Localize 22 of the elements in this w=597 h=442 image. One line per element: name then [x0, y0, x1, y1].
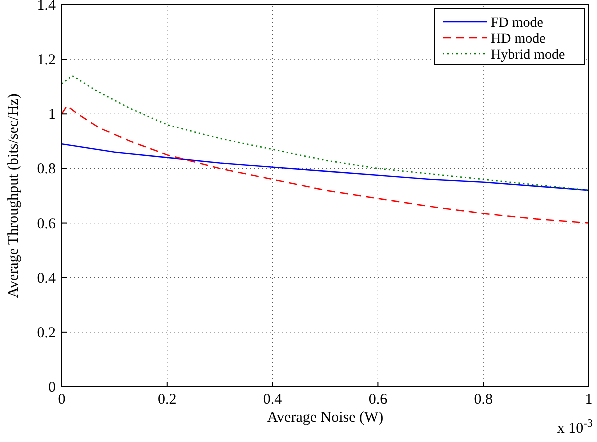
legend-label: FD mode — [491, 16, 544, 31]
y-tick-label: 1.4 — [37, 0, 56, 14]
y-tick-label: 0.6 — [37, 216, 56, 232]
line-series — [61, 144, 590, 192]
x-tick-label: 0.8 — [474, 392, 493, 408]
y-tick-label: 0.2 — [37, 325, 56, 342]
text: x 10$^{-3}$ — [557, 418, 594, 437]
line-series — [61, 105, 590, 224]
legend-label: Hybrid mode — [491, 48, 566, 63]
y-tick-label: 0.4 — [37, 270, 56, 287]
x-tick-label: 0.6 — [368, 392, 388, 408]
y-axis-title: Average Throughput (bits/sec/Hz) — [6, 94, 22, 298]
legend-label: HD mode — [491, 32, 546, 47]
y-tick-label: 0 — [48, 380, 56, 396]
x-tick-label: 0.2 — [158, 392, 177, 408]
x-axis-title: Average Noise (W) — [267, 410, 384, 426]
line-series — [61, 75, 590, 192]
x-tick-label: 0.4 — [263, 392, 283, 408]
y-tick-label: 0.8 — [37, 162, 56, 178]
x-tick-label: 1 — [585, 392, 593, 408]
y-tick-label: 1.2 — [37, 52, 56, 69]
y-tick-label: 1 — [48, 107, 56, 124]
